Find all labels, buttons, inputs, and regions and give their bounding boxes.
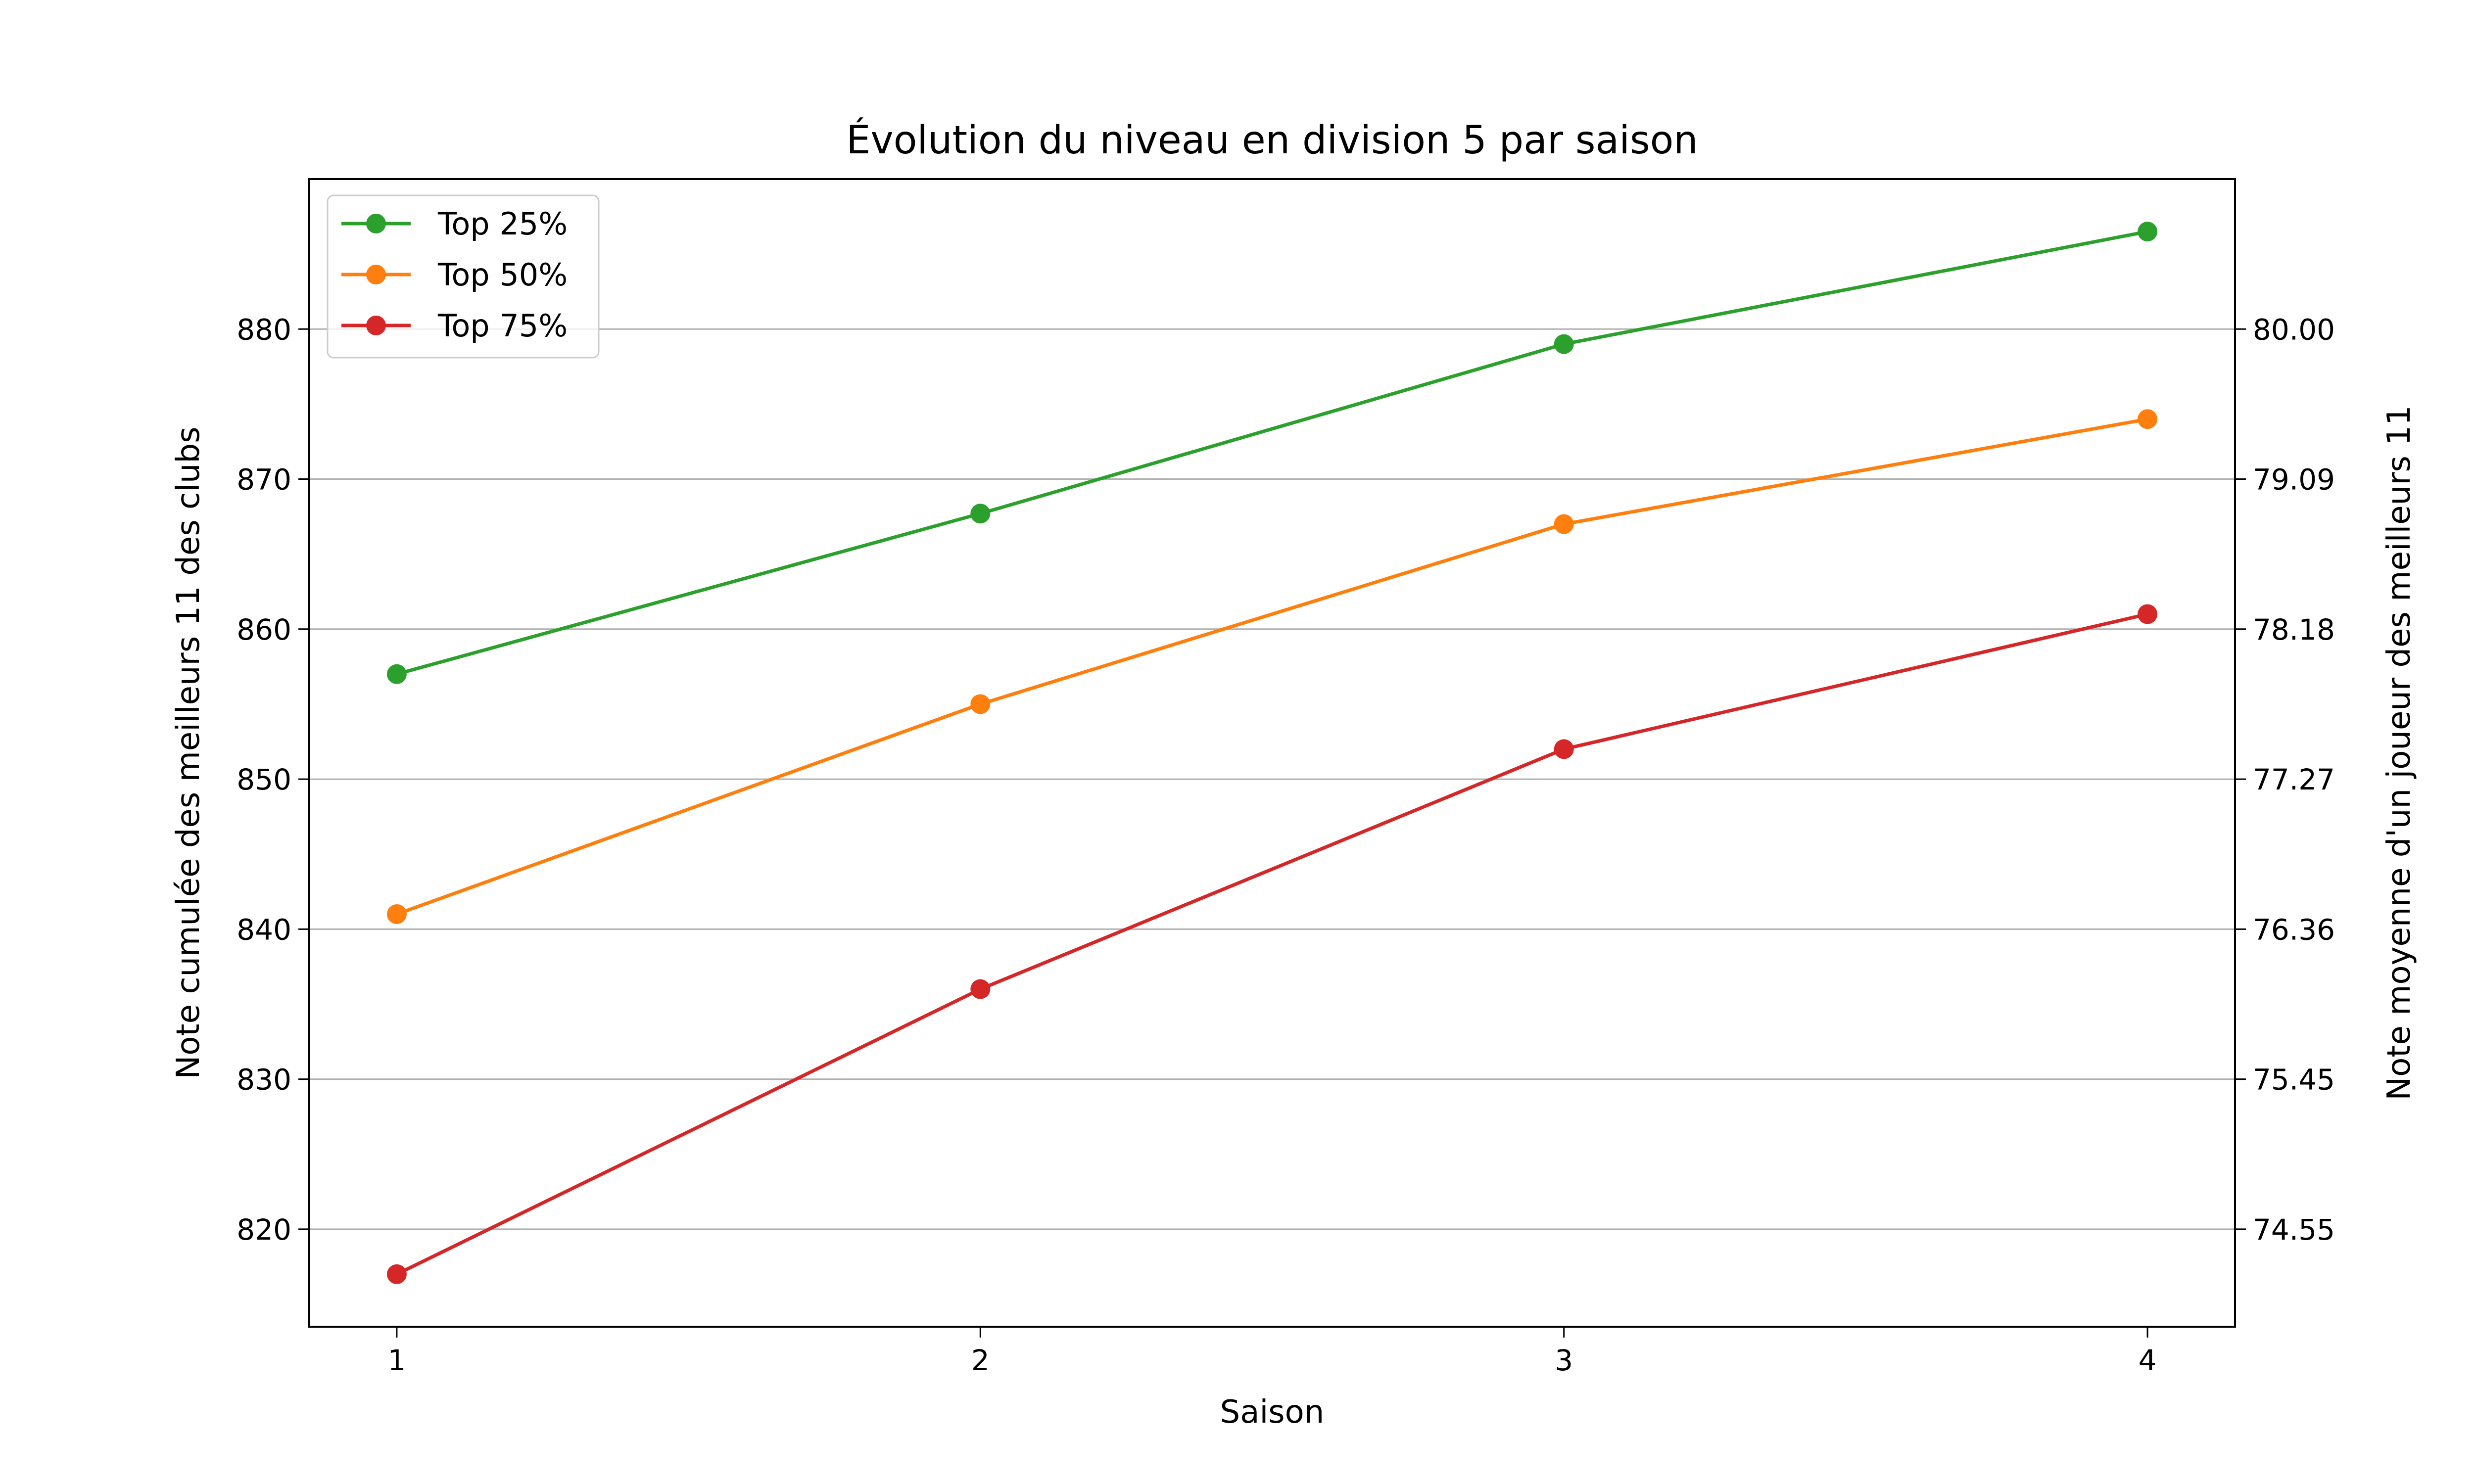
y-tick-label: 830: [237, 1063, 291, 1097]
y-right-tick-label: 79.09: [2253, 463, 2335, 497]
x-tick-label: 2: [971, 1344, 990, 1377]
legend-label: Top 75%: [437, 308, 568, 344]
series-line: [396, 612, 2148, 1276]
left-axis: 820 830 840 850 860 870 880: [237, 313, 309, 1247]
y-tick-label: 870: [237, 463, 291, 497]
y-tick-label: 880: [237, 313, 291, 346]
data-point: [1554, 739, 1574, 759]
x-tick-label: 1: [387, 1344, 406, 1377]
legend-swatch-marker: [366, 316, 386, 335]
plot-frame: [308, 178, 2236, 1328]
series-layer: [386, 222, 2158, 1284]
x-axis-label: Saison: [1220, 1394, 1325, 1431]
series-line: [396, 417, 2148, 916]
y-right-tick-label: 77.27: [2253, 763, 2335, 796]
x-axis: 1 2 3 4: [387, 1327, 2157, 1377]
data-point: [386, 1264, 407, 1284]
y-tick-label: 820: [237, 1213, 291, 1247]
y-axis-label-right: Note moyenne d'un joueur des meilleurs 1…: [2381, 405, 2418, 1100]
data-point: [2138, 222, 2158, 242]
y-tick-label: 860: [237, 613, 291, 647]
legend-label: Top 25%: [437, 206, 568, 242]
y-right-tick-label: 74.55: [2253, 1213, 2335, 1247]
data-point: [970, 694, 991, 714]
legend: Top 25% Top 50% Top 75%: [327, 194, 600, 359]
y-right-tick-label: 80.00: [2253, 313, 2335, 346]
data-point: [970, 504, 991, 524]
data-point: [1554, 514, 1574, 534]
y-right-tick-label: 75.45: [2253, 1063, 2335, 1097]
y-right-tick-label: 78.18: [2253, 613, 2335, 647]
legend-box: [327, 194, 600, 359]
y-axis-label-left: Note cumulée des meilleurs 11 des clubs: [170, 426, 207, 1079]
data-point: [386, 664, 407, 684]
data-point: [970, 979, 991, 999]
series-line: [396, 230, 2148, 676]
x-tick-label: 3: [1555, 1344, 1573, 1377]
grid-lines: [309, 328, 2235, 1230]
data-point: [2138, 604, 2158, 624]
x-tick-label: 4: [2139, 1344, 2157, 1377]
data-point: [386, 904, 407, 925]
right-axis: 74.55 75.45 76.36 77.27 78.18 79.09 80.00: [2235, 313, 2335, 1247]
y-tick-label: 840: [237, 913, 291, 946]
y-right-tick-label: 76.36: [2253, 913, 2335, 946]
chart-title: Évolution du niveau en division 5 par sa…: [846, 117, 1698, 163]
data-point: [1554, 334, 1574, 354]
legend-swatch-marker: [366, 214, 386, 233]
legend-swatch-marker: [366, 265, 386, 284]
legend-label: Top 50%: [437, 257, 568, 293]
y-tick-label: 850: [237, 763, 291, 796]
data-point: [2138, 409, 2158, 429]
